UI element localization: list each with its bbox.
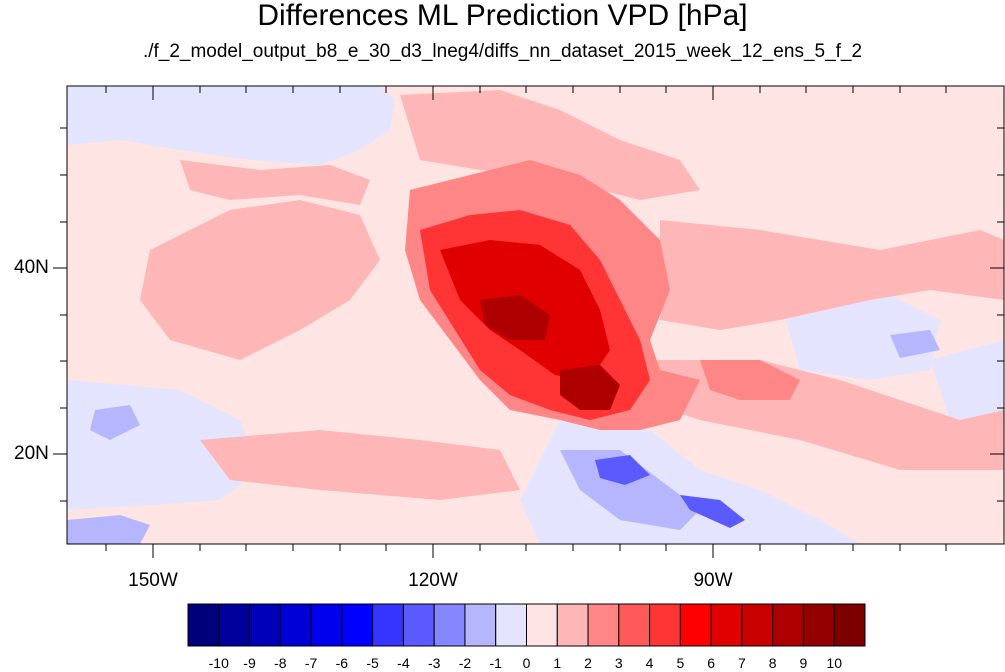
colorbar-label: -4 [397, 655, 410, 671]
pacific-north-blue-patch [67, 86, 395, 165]
colorbar-swatch [618, 603, 651, 647]
lon-label-150w: 150W [128, 570, 178, 591]
lat-label-40n: 40N [14, 257, 49, 278]
atlantic-blue-blob [890, 330, 940, 358]
lon-label-120w: 120W [408, 570, 458, 591]
colorbar-label: -6 [335, 655, 349, 671]
colorbar-swatch [741, 603, 774, 647]
central-america-strong-blue [680, 495, 745, 528]
colorbar-swatch [526, 603, 558, 647]
colorbar-swatch [310, 603, 343, 647]
colorbar-label: -7 [304, 655, 318, 671]
arizona-extreme-core [480, 295, 550, 340]
colorbar-swatch [679, 603, 712, 647]
colorbar-swatch [772, 603, 804, 647]
colorbar-swatch [218, 603, 251, 647]
colorbar-swatch [279, 603, 312, 647]
colorbar-label: 2 [584, 655, 592, 671]
southeast-moderate-patch [700, 360, 800, 400]
colorbar-swatch [649, 603, 681, 647]
colorbar-label: 8 [768, 655, 777, 671]
canada-pink-patch [400, 90, 700, 200]
colorbar [187, 603, 866, 647]
colorbar-label: 5 [676, 655, 685, 671]
colorbar-swatch [833, 603, 866, 647]
colorbar-label: 10 [826, 655, 842, 671]
extreme-positive-patches [480, 295, 620, 410]
colorbar-swatch [433, 603, 466, 647]
colorbar-swatch [464, 603, 497, 647]
north-pacific-pink-patch [180, 160, 370, 205]
atlantic-south-blue-patch [930, 340, 1004, 420]
lat-label-20n: 20N [14, 443, 49, 464]
colorbar-swatch [587, 603, 620, 647]
colorbar-swatch [341, 603, 374, 647]
colorbar-label: 6 [707, 655, 716, 671]
eastern-us-pink-patch [660, 220, 1004, 330]
colorbar-label: -10 [208, 655, 229, 671]
colorbar-swatch [402, 603, 435, 647]
lon-label-90w: 90W [693, 570, 733, 591]
colorbar-label: -3 [427, 655, 441, 671]
colorbar-label: 0 [522, 655, 531, 671]
colorbar-label: 4 [645, 655, 654, 671]
colorbar-label: -9 [243, 655, 256, 671]
colorbar-swatch [556, 603, 589, 647]
mexico-extreme-core [560, 365, 620, 410]
colorbar-label: 9 [799, 655, 808, 671]
colorbar-label: -8 [274, 655, 287, 671]
colorbar-swatch [187, 603, 220, 647]
map-subtitle: ./f_2_model_output_b8_e_30_d3_lneg4/diff… [142, 41, 863, 62]
colorbar-label: -2 [458, 655, 472, 671]
minor-tick-marks [60, 86, 1004, 551]
colorbar-swatch [495, 603, 527, 647]
central-pacific-pink-patch [140, 200, 380, 360]
map-title: Differences ML Prediction VPD [hPa] [257, 0, 748, 32]
tick-marks [53, 86, 1004, 558]
colorbar-swatch [372, 603, 404, 647]
colorbar-label: -5 [366, 655, 379, 671]
colorbar-label: 7 [738, 655, 746, 671]
southwest-blue-blob [67, 515, 150, 544]
colorbar-swatch [710, 603, 743, 647]
mexico-pacific-strong-blue [595, 455, 650, 485]
colorbar-swatch [249, 603, 281, 647]
colorbar-label: 3 [614, 655, 623, 671]
mexico-pacific-blue-blob [560, 450, 700, 530]
colorbar-label: 1 [553, 655, 562, 671]
hawaii-blue-blob [90, 405, 140, 440]
weak-positive-patches [140, 90, 1004, 500]
colorbar-label: -1 [489, 655, 502, 671]
colorbar-swatch [802, 603, 835, 647]
subtropical-pacific-pink-band [200, 430, 520, 500]
